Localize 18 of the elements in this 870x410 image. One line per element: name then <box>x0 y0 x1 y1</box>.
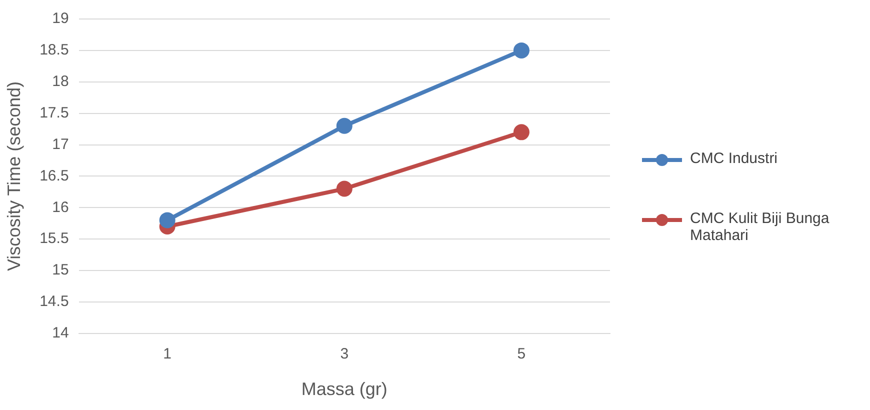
y-axis-title: Viscosity Time (second) <box>4 81 24 272</box>
y-tick-label: 18 <box>52 73 69 90</box>
y-tick-label: 17 <box>52 136 69 153</box>
x-tick-label: 1 <box>163 346 172 363</box>
x-tick-label: 5 <box>517 346 526 363</box>
y-tick-label: 14 <box>52 324 69 342</box>
x-tick-label: 3 <box>340 346 349 363</box>
legend-label: CMC Industri <box>690 150 778 167</box>
y-tick-label: 15.5 <box>40 230 69 248</box>
y-tick-label: 16 <box>52 198 69 216</box>
y-tick-label: 16.5 <box>40 167 69 184</box>
y-tick-label: 14.5 <box>40 293 69 310</box>
y-tick-label: 19 <box>52 10 69 28</box>
y-tick-label: 18.5 <box>40 42 69 59</box>
y-tick-label: 17.5 <box>40 104 69 122</box>
legend-label: CMC Kulit Biji Bunga Matahari <box>690 210 830 244</box>
y-tick-label: 15 <box>52 262 69 279</box>
x-axis-title: Massa (gr) <box>301 379 388 400</box>
